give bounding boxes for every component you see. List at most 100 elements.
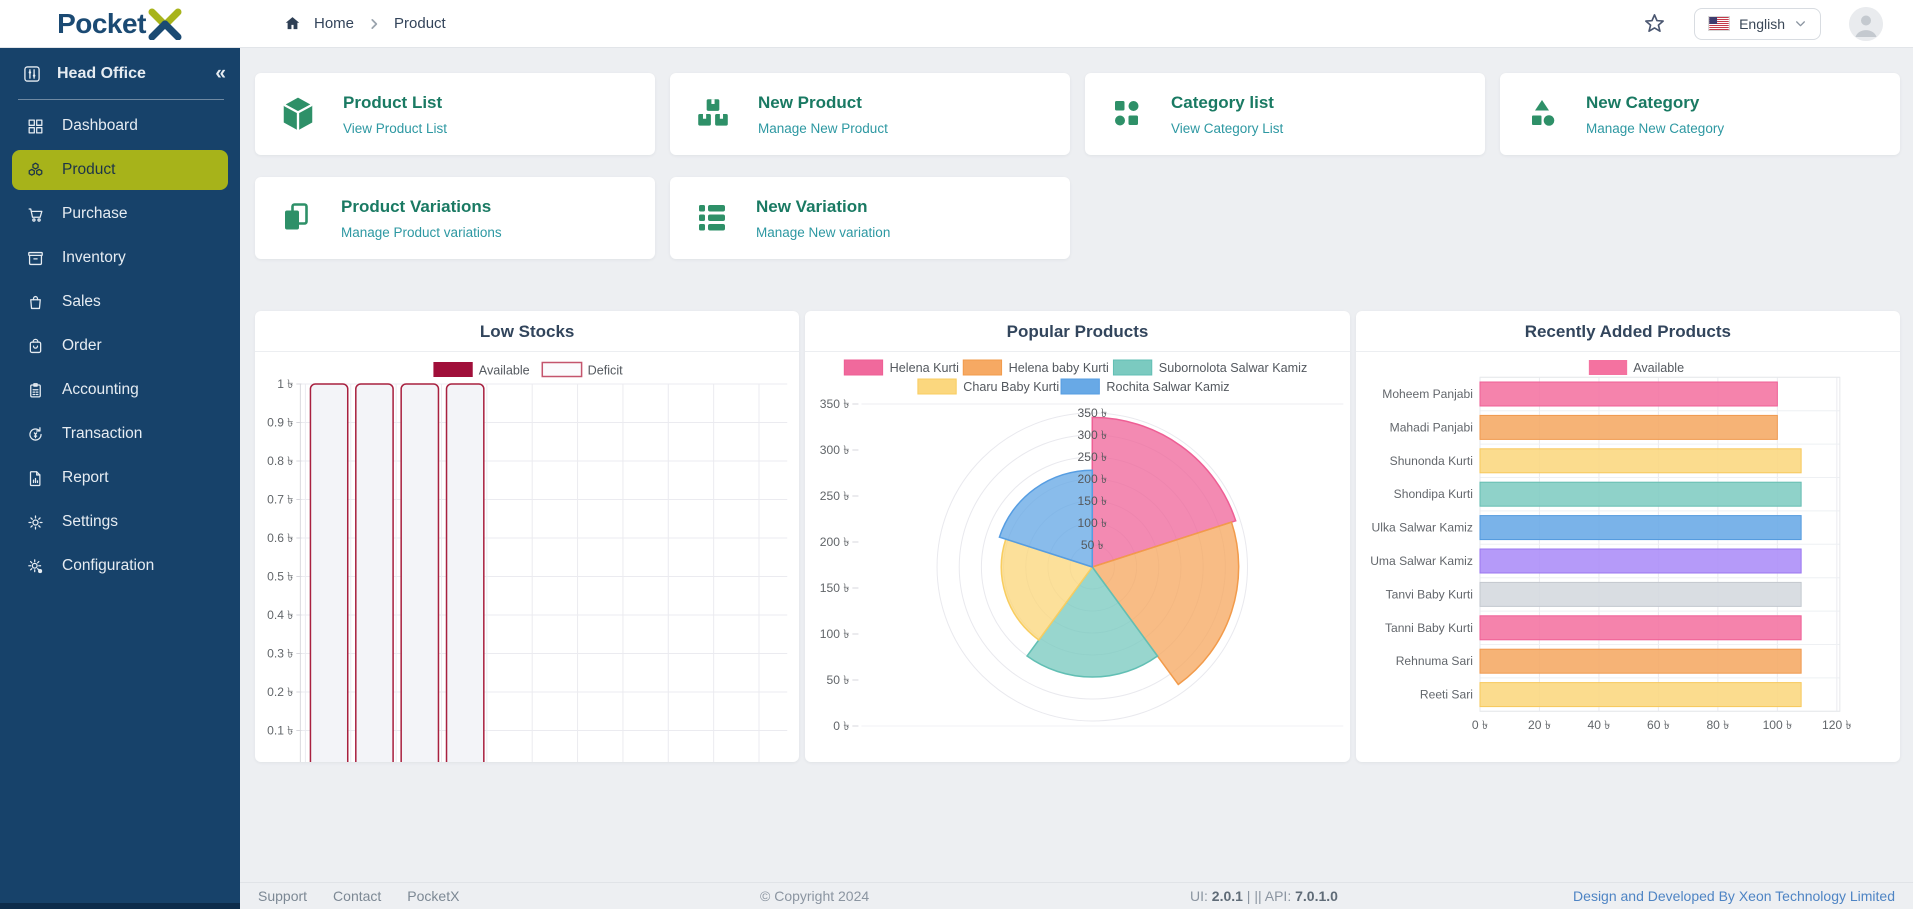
card-subtitle: View Product List <box>343 121 447 136</box>
recent-products-svg: Available0 ৳20 ৳40 ৳60 ৳80 ৳100 ৳120 ৳Mo… <box>1356 352 1900 762</box>
credit-text[interactable]: Design and Developed By Xeon Technology … <box>1573 888 1895 904</box>
svg-text:100 ৳: 100 ৳ <box>1078 516 1108 530</box>
sidebar-item-product[interactable]: Product <box>12 150 228 190</box>
legend-item-helena-kurti[interactable]: Helena Kurti <box>845 360 960 375</box>
deficit-bar[interactable] <box>401 384 438 762</box>
bar-mahadi-panjabi[interactable] <box>1480 415 1777 439</box>
legend-item-helena-baby-kurti[interactable]: Helena baby Kurti <box>964 360 1110 375</box>
svg-text:0.8 ৳: 0.8 ৳ <box>267 454 293 468</box>
svg-text:Mahadi Panjabi: Mahadi Panjabi <box>1389 420 1472 434</box>
version-info: UI: 2.0.1 | || API: 7.0.1.0 <box>1190 888 1338 904</box>
sidebar-item-accounting[interactable]: Accounting <box>12 370 228 410</box>
legend-item-deficit[interactable]: Deficit <box>542 363 623 378</box>
svg-text:Reeti Sari: Reeti Sari <box>1420 688 1473 702</box>
language-selector[interactable]: English <box>1694 8 1821 40</box>
home-icon[interactable] <box>284 15 301 32</box>
bar-ulka-salwar-kamiz[interactable] <box>1480 516 1801 540</box>
deficit-bar[interactable] <box>356 384 393 762</box>
svg-text:350 ৳: 350 ৳ <box>820 397 850 411</box>
legend-item-subornolota-salwar-kamiz[interactable]: Subornolota Salwar Kamiz <box>1114 360 1308 375</box>
card-new-product[interactable]: New Product Manage New Product <box>670 73 1070 155</box>
footer-links: Support Contact PocketX <box>258 888 459 904</box>
deficit-bar[interactable] <box>310 384 347 762</box>
svg-text:0.4 ৳: 0.4 ৳ <box>267 608 293 622</box>
svg-text:150 ৳: 150 ৳ <box>820 581 850 595</box>
bar-tanni-baby-kurti[interactable] <box>1480 616 1801 640</box>
card-subtitle: View Category List <box>1171 121 1283 136</box>
recent-products-title: Recently Added Products <box>1356 311 1900 351</box>
collapse-sidebar-icon[interactable]: « <box>215 63 224 85</box>
sidebar-item-order[interactable]: Order <box>12 326 228 366</box>
config-gear-icon <box>25 557 45 576</box>
bar-shunonda-kurti[interactable] <box>1480 449 1801 473</box>
svg-text:50 ৳: 50 ৳ <box>1081 538 1104 552</box>
bar-rehnuma-sari[interactable] <box>1480 649 1801 673</box>
legend-item-available[interactable]: Available <box>433 362 529 377</box>
office-label: Head Office <box>57 65 146 83</box>
legend-item-charu-baby-kurti[interactable]: Charu Baby Kurti <box>918 379 1059 394</box>
popular-products-title: Popular Products <box>805 311 1349 351</box>
app-logo[interactable]: Pocket <box>0 8 240 40</box>
chevron-down-icon <box>1794 17 1807 30</box>
bar-moheem-panjabi[interactable] <box>1480 382 1777 406</box>
card-title: Product List <box>343 93 447 113</box>
card-title: New Variation <box>756 197 890 217</box>
user-avatar[interactable] <box>1849 7 1883 41</box>
sidebar-item-configuration[interactable]: Configuration <box>12 546 228 586</box>
footer-link-support[interactable]: Support <box>258 888 307 904</box>
legend-item-available[interactable]: Available <box>1589 360 1684 375</box>
svg-text:0.7 ৳: 0.7 ৳ <box>267 493 293 507</box>
card-title: Product Variations <box>341 197 502 217</box>
boxes-icon <box>694 95 732 133</box>
popular-products-chart: Helena Kurti Helena baby Kurti Subornolota… <box>805 352 1349 762</box>
cart-icon <box>25 205 45 224</box>
footer-link-contact[interactable]: Contact <box>333 888 381 904</box>
logo-text: Pocket <box>57 8 146 40</box>
svg-text:Helena baby Kurti: Helena baby Kurti <box>1009 361 1109 375</box>
sidebar-item-inventory[interactable]: Inventory <box>12 238 228 278</box>
sidebar-item-report[interactable]: Report <box>12 458 228 498</box>
svg-text:Tanvi Baby Kurti: Tanvi Baby Kurti <box>1385 587 1472 601</box>
low-stocks-title: Low Stocks <box>255 311 799 351</box>
svg-text:0.1 ৳: 0.1 ৳ <box>267 724 293 738</box>
star-icon[interactable] <box>1643 12 1666 35</box>
svg-text:Uma Salwar Kamiz: Uma Salwar Kamiz <box>1370 554 1473 568</box>
card-product-list[interactable]: Product List View Product List <box>255 73 655 155</box>
svg-text:Tanni Baby Kurti: Tanni Baby Kurti <box>1385 621 1473 635</box>
bar-shondipa-kurti[interactable] <box>1480 482 1801 506</box>
card-title: Category list <box>1171 93 1283 113</box>
bar-uma-salwar-kamiz[interactable] <box>1480 549 1801 573</box>
sidebar-office[interactable]: Head Office « <box>0 48 240 97</box>
svg-text:250 ৳: 250 ৳ <box>820 489 850 503</box>
svg-text:0 ৳: 0 ৳ <box>834 719 850 733</box>
sidebar-item-transaction[interactable]: Transaction <box>12 414 228 454</box>
exchange-icon <box>25 425 45 444</box>
sidebar-item-sales[interactable]: Sales <box>12 282 228 322</box>
top-header: Pocket Home Product <box>0 0 1913 48</box>
sidebar-item-settings[interactable]: Settings <box>12 502 228 542</box>
sidebar-item-label: Order <box>62 337 102 355</box>
sidebar-item-purchase[interactable]: Purchase <box>12 194 228 234</box>
svg-text:300 ৳: 300 ৳ <box>820 443 850 457</box>
chevron-right-icon <box>367 17 381 31</box>
card-product-variations[interactable]: Product Variations Manage Product variat… <box>255 177 655 259</box>
svg-text:Deficit: Deficit <box>588 364 624 378</box>
footer-link-pocketx[interactable]: PocketX <box>407 888 459 904</box>
card-new-variation[interactable]: New Variation Manage New variation <box>670 177 1070 259</box>
deficit-bar[interactable] <box>447 384 484 762</box>
cubes-icon <box>25 161 45 180</box>
legend-item-rochita-salwar-kamiz[interactable]: Rochita Salwar Kamiz <box>1061 379 1230 394</box>
card-new-category[interactable]: New Category Manage New Category <box>1500 73 1900 155</box>
bar-reeti-sari[interactable] <box>1480 683 1801 707</box>
svg-text:0.5 ৳: 0.5 ৳ <box>267 570 293 584</box>
svg-text:0.6 ৳: 0.6 ৳ <box>267 531 293 545</box>
copy-icon <box>279 200 315 236</box>
sidebar-item-dashboard[interactable]: Dashboard <box>12 106 228 146</box>
svg-text:150 ৳: 150 ৳ <box>1078 494 1108 508</box>
breadcrumb-home[interactable]: Home <box>314 15 354 32</box>
svg-text:Ulka Salwar Kamiz: Ulka Salwar Kamiz <box>1371 521 1472 535</box>
svg-text:Charu Baby Kurti: Charu Baby Kurti <box>964 380 1060 394</box>
bar-tanvi-baby-kurti[interactable] <box>1480 582 1801 606</box>
clipboard-icon <box>25 381 45 400</box>
card-category-list[interactable]: Category list View Category List <box>1085 73 1485 155</box>
